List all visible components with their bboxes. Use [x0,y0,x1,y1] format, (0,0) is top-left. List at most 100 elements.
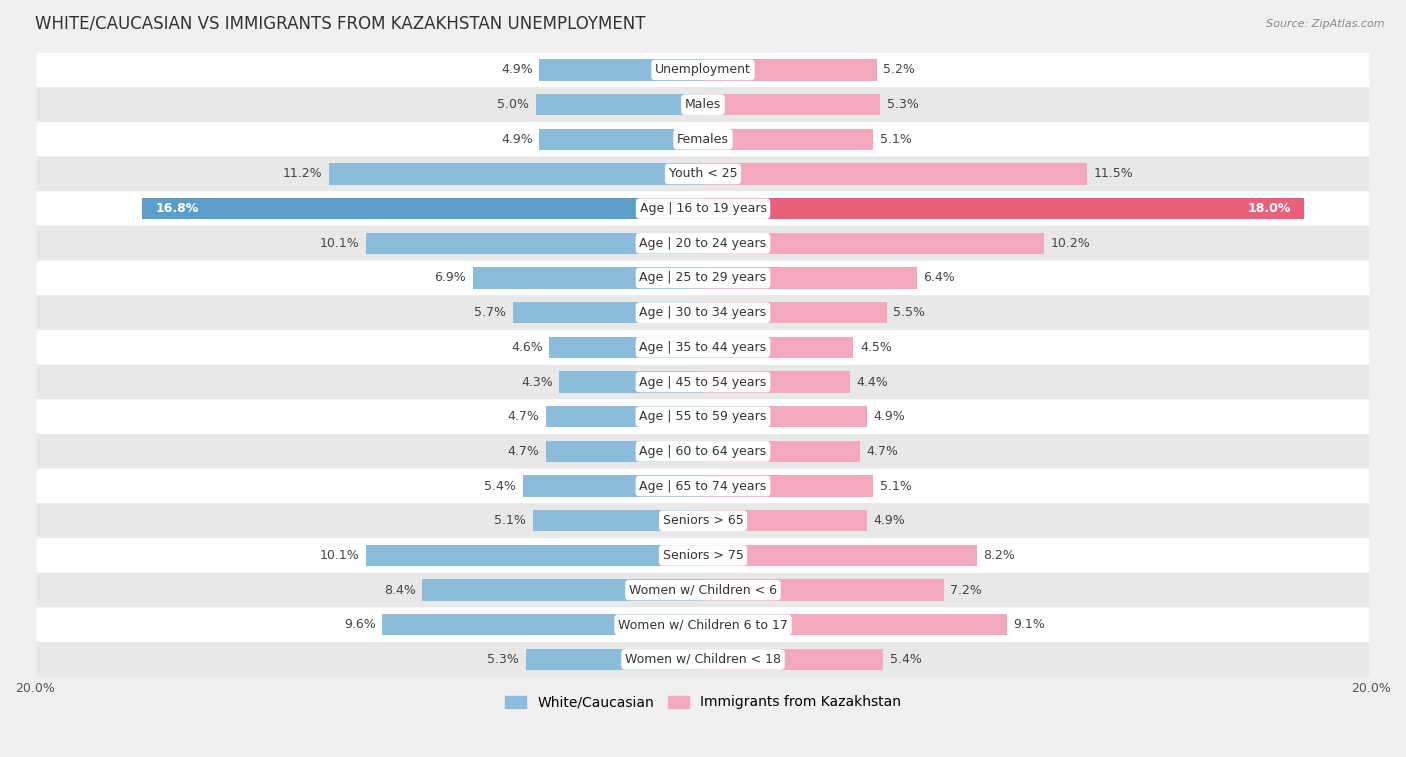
FancyBboxPatch shape [37,330,1369,365]
FancyBboxPatch shape [37,434,1369,469]
FancyBboxPatch shape [37,260,1369,295]
Text: 16.8%: 16.8% [155,202,198,215]
Text: 4.5%: 4.5% [860,341,891,354]
Bar [703,302,887,323]
Bar [560,371,703,393]
FancyBboxPatch shape [37,157,1369,192]
Text: 4.9%: 4.9% [501,64,533,76]
Text: WHITE/CAUCASIAN VS IMMIGRANTS FROM KAZAKHSTAN UNEMPLOYMENT: WHITE/CAUCASIAN VS IMMIGRANTS FROM KAZAK… [35,15,645,33]
Text: 5.0%: 5.0% [498,98,529,111]
Text: Males: Males [685,98,721,111]
Bar [703,441,860,462]
Text: 5.1%: 5.1% [494,514,526,527]
Bar [540,59,703,81]
Bar [546,406,703,428]
Text: Women w/ Children < 18: Women w/ Children < 18 [626,653,780,666]
Bar [382,614,703,635]
Bar [703,614,1007,635]
Bar [366,544,703,566]
Bar [550,337,703,358]
Text: Source: ZipAtlas.com: Source: ZipAtlas.com [1267,19,1385,29]
Bar [703,164,1087,185]
Text: 4.6%: 4.6% [510,341,543,354]
Text: Age | 65 to 74 years: Age | 65 to 74 years [640,479,766,493]
Bar [513,302,703,323]
Text: 5.2%: 5.2% [883,64,915,76]
Text: 10.2%: 10.2% [1050,237,1090,250]
Text: 6.9%: 6.9% [434,272,465,285]
Text: 5.1%: 5.1% [880,132,912,146]
Bar [546,441,703,462]
Bar [703,406,866,428]
Text: Age | 55 to 59 years: Age | 55 to 59 years [640,410,766,423]
Bar [703,59,877,81]
Text: 5.1%: 5.1% [880,479,912,493]
Bar [533,510,703,531]
Text: 10.1%: 10.1% [319,237,359,250]
Text: 5.4%: 5.4% [484,479,516,493]
Text: 11.5%: 11.5% [1094,167,1133,180]
Bar [703,232,1043,254]
FancyBboxPatch shape [37,52,1369,87]
Text: 4.9%: 4.9% [501,132,533,146]
FancyBboxPatch shape [37,226,1369,260]
Bar [523,475,703,497]
Text: 4.7%: 4.7% [508,410,540,423]
Bar [703,475,873,497]
Text: 5.4%: 5.4% [890,653,922,666]
Text: Women w/ Children < 6: Women w/ Children < 6 [628,584,778,597]
FancyBboxPatch shape [37,122,1369,157]
Text: 4.9%: 4.9% [873,514,905,527]
Text: Seniors > 65: Seniors > 65 [662,514,744,527]
Text: 9.1%: 9.1% [1014,618,1046,631]
Text: 6.4%: 6.4% [924,272,955,285]
FancyBboxPatch shape [37,192,1369,226]
Bar [703,337,853,358]
Text: 4.7%: 4.7% [508,445,540,458]
Text: Age | 45 to 54 years: Age | 45 to 54 years [640,375,766,388]
Bar [703,649,883,670]
Bar [703,198,1305,220]
Bar [329,164,703,185]
Text: 5.3%: 5.3% [887,98,918,111]
Bar [366,232,703,254]
Text: Age | 20 to 24 years: Age | 20 to 24 years [640,237,766,250]
Text: 11.2%: 11.2% [283,167,322,180]
Bar [142,198,703,220]
Bar [703,510,866,531]
Bar [536,94,703,115]
FancyBboxPatch shape [37,503,1369,538]
Text: 20.0%: 20.0% [15,682,55,695]
Bar [703,129,873,150]
Legend: White/Caucasian, Immigrants from Kazakhstan: White/Caucasian, Immigrants from Kazakhs… [499,690,907,715]
Bar [472,267,703,288]
FancyBboxPatch shape [37,87,1369,122]
Bar [703,579,943,601]
FancyBboxPatch shape [37,295,1369,330]
Text: Age | 30 to 34 years: Age | 30 to 34 years [640,306,766,319]
Bar [540,129,703,150]
Text: 18.0%: 18.0% [1247,202,1291,215]
FancyBboxPatch shape [37,469,1369,503]
Text: 4.9%: 4.9% [873,410,905,423]
Text: 5.3%: 5.3% [488,653,519,666]
FancyBboxPatch shape [37,365,1369,400]
Text: 8.2%: 8.2% [984,549,1015,562]
Bar [703,267,917,288]
Text: 9.6%: 9.6% [344,618,375,631]
Bar [703,371,851,393]
Text: Age | 16 to 19 years: Age | 16 to 19 years [640,202,766,215]
Text: Females: Females [678,132,728,146]
FancyBboxPatch shape [37,400,1369,434]
Text: Unemployment: Unemployment [655,64,751,76]
Text: Women w/ Children 6 to 17: Women w/ Children 6 to 17 [619,618,787,631]
Bar [526,649,703,670]
Text: 7.2%: 7.2% [950,584,981,597]
Text: Seniors > 75: Seniors > 75 [662,549,744,562]
FancyBboxPatch shape [37,607,1369,642]
Text: 5.5%: 5.5% [893,306,925,319]
Bar [703,94,880,115]
FancyBboxPatch shape [37,538,1369,573]
FancyBboxPatch shape [37,642,1369,677]
Bar [703,544,977,566]
